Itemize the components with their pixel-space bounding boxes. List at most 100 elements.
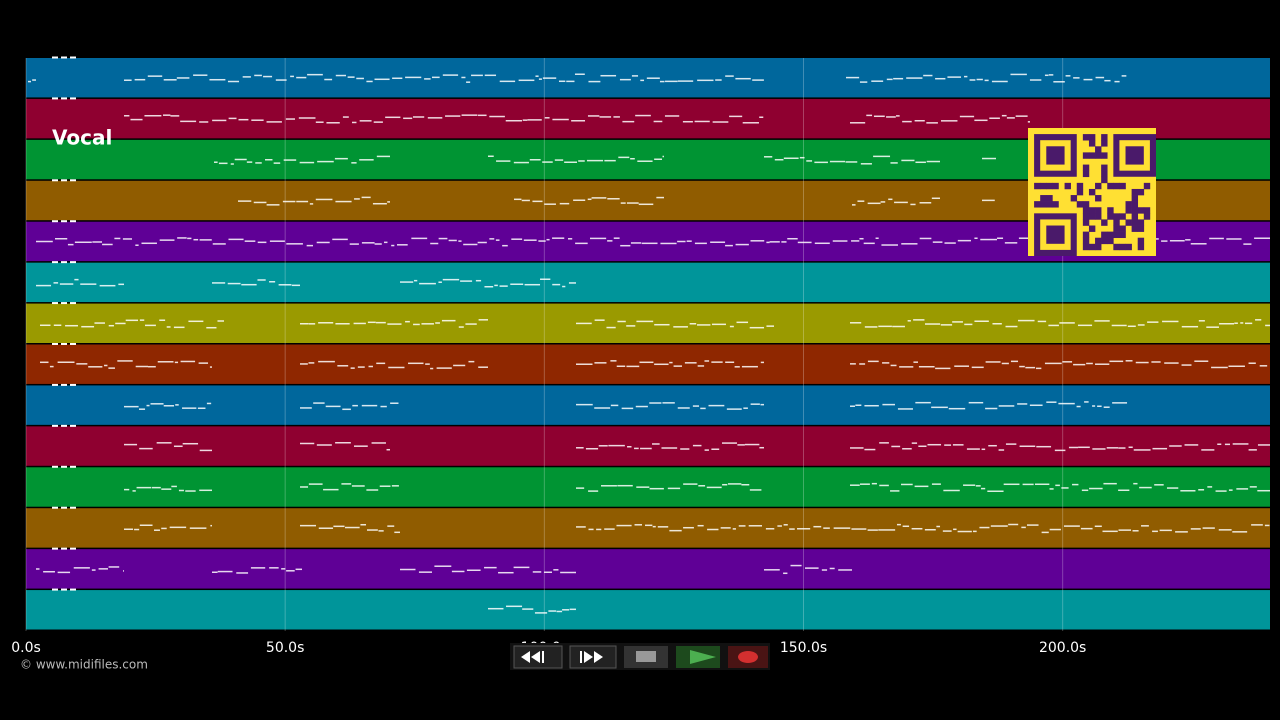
note <box>266 204 280 206</box>
note <box>959 115 975 118</box>
note <box>783 157 799 160</box>
note <box>821 569 828 571</box>
note <box>57 571 71 574</box>
note <box>682 120 693 123</box>
note <box>458 240 462 242</box>
note <box>59 283 74 285</box>
note <box>914 485 929 488</box>
qr-module <box>1076 188 1084 196</box>
note <box>662 155 664 158</box>
lane-marker <box>52 179 58 182</box>
note <box>170 115 180 117</box>
note <box>300 442 315 445</box>
note <box>752 79 764 81</box>
forward-button[interactable] <box>569 645 617 669</box>
note <box>620 202 626 204</box>
note <box>144 114 162 117</box>
note <box>919 237 932 240</box>
note <box>1103 482 1117 485</box>
note <box>308 483 323 485</box>
note <box>760 361 764 364</box>
note <box>641 242 658 245</box>
note <box>743 407 748 409</box>
qr-module <box>1143 213 1151 220</box>
note <box>968 401 984 404</box>
qr-module <box>1088 152 1096 159</box>
rewind-button[interactable] <box>513 645 563 669</box>
qr-module <box>1040 201 1047 208</box>
note <box>356 77 364 80</box>
record-button[interactable] <box>728 646 768 668</box>
note <box>374 78 390 81</box>
note <box>654 158 662 161</box>
note <box>915 161 926 164</box>
play-button[interactable] <box>676 646 720 668</box>
note <box>134 78 146 81</box>
note <box>936 525 941 528</box>
note <box>36 284 52 287</box>
note <box>478 319 488 321</box>
note <box>729 325 734 328</box>
note <box>468 360 475 363</box>
note <box>777 525 782 527</box>
note <box>891 445 901 448</box>
qr-module <box>1131 188 1139 196</box>
qr-module <box>1107 231 1114 239</box>
note <box>764 156 773 158</box>
note <box>1194 360 1209 362</box>
note <box>1232 443 1249 445</box>
stop-button[interactable] <box>624 646 668 668</box>
note <box>390 402 399 404</box>
note <box>368 365 373 368</box>
note <box>185 490 196 492</box>
note <box>295 568 302 571</box>
note <box>1259 365 1268 367</box>
note <box>652 525 656 528</box>
note <box>430 242 439 245</box>
qr-module <box>1082 152 1090 159</box>
note <box>850 363 856 365</box>
note <box>850 447 864 449</box>
note <box>1169 240 1185 242</box>
note <box>944 242 956 244</box>
note <box>1015 115 1028 117</box>
note <box>1076 405 1081 408</box>
lane-marker <box>61 424 67 427</box>
note <box>1027 524 1039 526</box>
note <box>913 361 918 363</box>
note <box>992 323 1002 325</box>
note <box>366 489 379 491</box>
note <box>686 240 692 242</box>
note <box>846 76 860 79</box>
note <box>964 323 973 326</box>
lane-marker <box>61 343 67 345</box>
note <box>445 115 461 117</box>
qr-module <box>1082 237 1090 245</box>
note <box>424 78 431 80</box>
note <box>217 570 233 573</box>
note <box>146 404 150 407</box>
note <box>412 116 425 118</box>
note <box>845 161 858 163</box>
note <box>306 244 314 247</box>
note <box>300 524 317 527</box>
note <box>997 237 1004 239</box>
note <box>683 526 694 529</box>
note <box>488 155 494 158</box>
lane-marker <box>70 261 76 264</box>
note <box>618 156 630 159</box>
note <box>697 365 705 367</box>
note <box>924 323 941 325</box>
note <box>316 444 332 446</box>
note <box>283 159 297 161</box>
note <box>139 447 153 450</box>
qr-module <box>1046 201 1053 208</box>
note <box>1139 486 1152 489</box>
note <box>241 283 257 286</box>
note <box>238 200 252 202</box>
note <box>36 240 53 243</box>
note <box>890 364 897 367</box>
lane-marker <box>52 588 58 591</box>
note <box>1097 405 1102 408</box>
qr-module <box>1040 182 1047 190</box>
